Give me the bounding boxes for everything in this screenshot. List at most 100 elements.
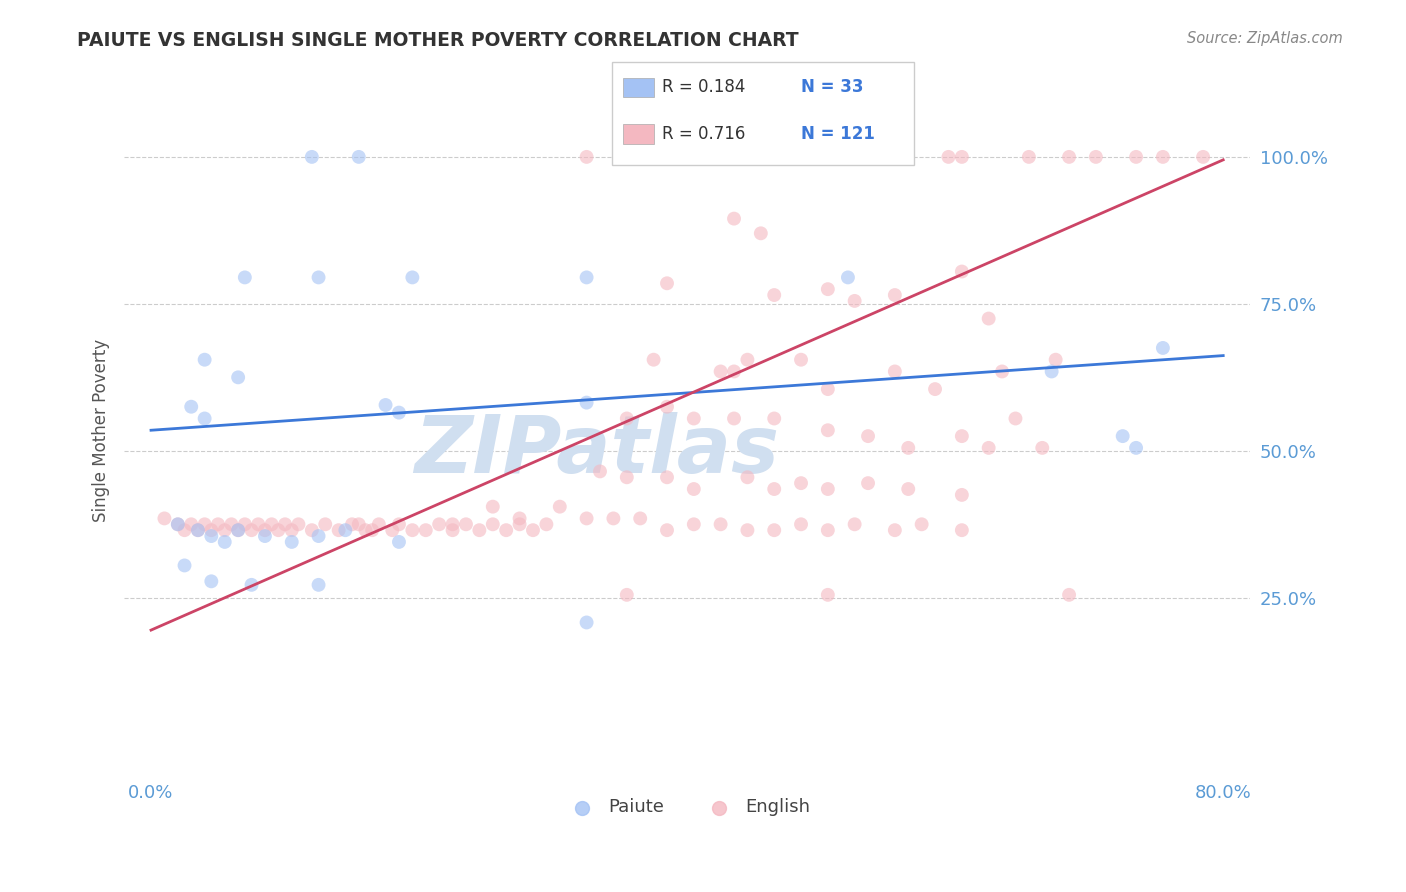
Point xyxy=(187,523,209,537)
Point xyxy=(589,464,612,478)
Point xyxy=(328,523,350,537)
Point xyxy=(950,488,973,502)
Point xyxy=(1192,150,1215,164)
Point xyxy=(817,282,839,296)
Point xyxy=(180,400,202,414)
Point xyxy=(335,523,357,537)
Point xyxy=(253,523,276,537)
Point xyxy=(763,288,786,302)
Text: PAIUTE VS ENGLISH SINGLE MOTHER POVERTY CORRELATION CHART: PAIUTE VS ENGLISH SINGLE MOTHER POVERTY … xyxy=(77,31,799,50)
Point xyxy=(911,517,934,532)
Point xyxy=(1152,150,1174,164)
Point xyxy=(274,517,297,532)
Text: ZIPatlas: ZIPatlas xyxy=(415,412,779,490)
Point xyxy=(381,523,404,537)
Point xyxy=(194,352,217,367)
Point xyxy=(628,511,651,525)
Point xyxy=(187,523,209,537)
Point xyxy=(837,150,859,164)
Point xyxy=(837,270,859,285)
Point xyxy=(233,517,256,532)
Point xyxy=(401,523,423,537)
Point xyxy=(817,588,839,602)
Text: N = 33: N = 33 xyxy=(801,78,863,96)
Point xyxy=(367,517,389,532)
Point xyxy=(710,364,733,378)
Point xyxy=(723,411,745,425)
Point xyxy=(240,578,263,592)
Point xyxy=(1111,429,1133,443)
Point xyxy=(682,482,704,496)
Point xyxy=(200,529,222,543)
Point xyxy=(763,411,786,425)
Point xyxy=(481,500,503,514)
Point xyxy=(194,411,217,425)
Point xyxy=(883,364,905,378)
Point xyxy=(856,429,879,443)
Point xyxy=(676,150,699,164)
Point xyxy=(655,470,678,484)
Point xyxy=(575,150,598,164)
Text: R = 0.184: R = 0.184 xyxy=(662,78,745,96)
Point xyxy=(1125,150,1147,164)
Point xyxy=(166,517,188,532)
Point xyxy=(723,364,745,378)
Point xyxy=(281,523,304,537)
Point xyxy=(870,150,893,164)
Point xyxy=(388,406,411,420)
Point xyxy=(214,535,236,549)
Legend: Paiute, English: Paiute, English xyxy=(557,791,818,823)
Point xyxy=(938,150,960,164)
Point xyxy=(616,588,638,602)
Point xyxy=(166,517,188,532)
Text: Source: ZipAtlas.com: Source: ZipAtlas.com xyxy=(1187,31,1343,46)
Point xyxy=(1125,441,1147,455)
Point xyxy=(301,523,323,537)
Point xyxy=(441,523,464,537)
Point xyxy=(575,395,598,409)
Point xyxy=(308,270,330,285)
Point xyxy=(427,517,450,532)
Point xyxy=(522,523,544,537)
Point xyxy=(173,558,195,573)
Text: R = 0.716: R = 0.716 xyxy=(662,125,745,143)
Point xyxy=(790,352,813,367)
Point xyxy=(388,517,411,532)
Point xyxy=(817,423,839,437)
Point xyxy=(655,400,678,414)
Y-axis label: Single Mother Poverty: Single Mother Poverty xyxy=(93,339,110,522)
Point xyxy=(415,523,437,537)
Point xyxy=(481,517,503,532)
Point xyxy=(347,517,370,532)
Point xyxy=(883,288,905,302)
Point xyxy=(1040,364,1063,378)
Point xyxy=(226,523,249,537)
Point xyxy=(817,382,839,396)
Point xyxy=(950,429,973,443)
Point xyxy=(737,352,759,367)
Point xyxy=(616,411,638,425)
Point xyxy=(301,150,323,164)
Point xyxy=(602,511,624,525)
Point xyxy=(1004,411,1026,425)
Point xyxy=(977,311,1000,326)
Point xyxy=(1084,150,1107,164)
Point xyxy=(991,364,1014,378)
Point xyxy=(844,517,866,532)
Point xyxy=(226,523,249,537)
Point xyxy=(883,523,905,537)
Point xyxy=(221,517,243,532)
Point xyxy=(214,523,236,537)
Point xyxy=(468,523,491,537)
Point xyxy=(509,517,531,532)
Point xyxy=(737,523,759,537)
Point xyxy=(454,517,477,532)
Point xyxy=(790,476,813,491)
Point xyxy=(1152,341,1174,355)
Point xyxy=(308,578,330,592)
Point xyxy=(950,264,973,278)
Point xyxy=(200,523,222,537)
Point xyxy=(1057,150,1080,164)
Point xyxy=(495,523,517,537)
Point xyxy=(749,227,772,241)
